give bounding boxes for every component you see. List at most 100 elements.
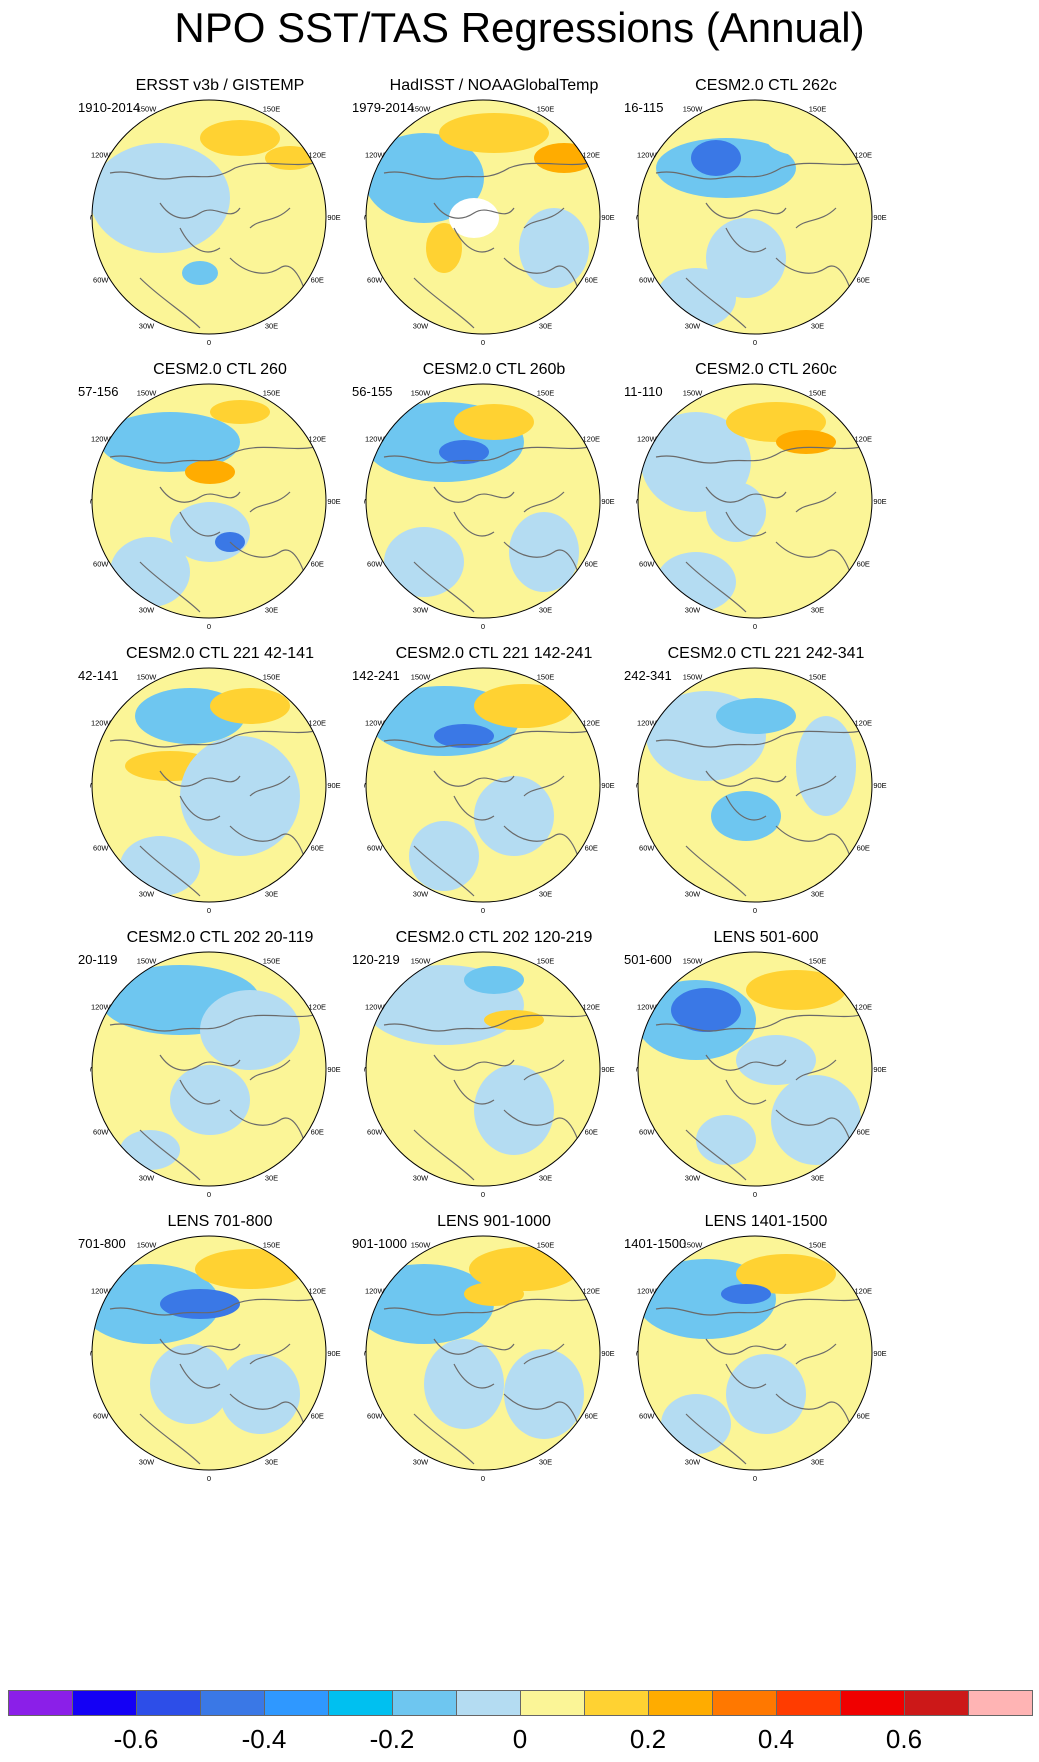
longitude-label: 120E bbox=[854, 719, 872, 728]
longitude-label: 60W bbox=[639, 276, 655, 285]
longitude-label: 30W bbox=[139, 605, 155, 614]
colorbar-swatch bbox=[968, 1690, 1033, 1716]
map-panel: HadISST / NOAAGlobalTemp180150E120E90E60… bbox=[344, 76, 664, 376]
map-border bbox=[637, 1235, 873, 1471]
polar-map: 180150E120E90E60E30E030W60W90W120W150W bbox=[90, 383, 341, 631]
colorbar-label: 0.4 bbox=[757, 1724, 795, 1754]
polar-map: 180150E120E90E60E30E030W60W90W120W150W bbox=[364, 667, 615, 915]
polar-map: 180150E120E90E60E30E030W60W90W120W150W bbox=[636, 951, 887, 1199]
longitude-label: 0 bbox=[207, 1190, 211, 1199]
longitude-label: 120W bbox=[637, 1287, 658, 1296]
panel-title: LENS 901-1000 bbox=[437, 1213, 551, 1230]
longitude-label: 90E bbox=[873, 781, 886, 790]
longitude-label: 90E bbox=[873, 213, 886, 222]
longitude-label: 60W bbox=[93, 276, 109, 285]
period-label: 701-800 bbox=[78, 1236, 126, 1251]
colorbar-swatch bbox=[200, 1690, 265, 1716]
longitude-label: 150E bbox=[263, 105, 281, 114]
anomaly-region bbox=[100, 412, 240, 472]
longitude-label: 0 bbox=[481, 906, 485, 915]
colorbar-swatch bbox=[584, 1690, 649, 1716]
longitude-label: 30E bbox=[265, 1173, 278, 1182]
period-label: 1910-2014 bbox=[78, 100, 141, 115]
longitude-label: 120E bbox=[582, 719, 600, 728]
longitude-label: 90E bbox=[327, 497, 340, 506]
anomaly-region bbox=[706, 482, 766, 542]
longitude-label: 150W bbox=[137, 389, 158, 398]
longitude-label: 150W bbox=[137, 673, 158, 682]
coastline bbox=[655, 162, 862, 329]
longitude-label: 150W bbox=[137, 957, 158, 966]
longitude-label: 120E bbox=[582, 1003, 600, 1012]
anomaly-region bbox=[200, 990, 300, 1070]
longitude-label: 30W bbox=[685, 321, 701, 330]
longitude-label: 90E bbox=[327, 1065, 340, 1074]
map-border bbox=[637, 667, 873, 903]
longitude-label: 120W bbox=[637, 435, 658, 444]
longitude-label: 90W bbox=[90, 781, 93, 790]
coastline bbox=[655, 730, 862, 897]
longitude-label: 60E bbox=[311, 844, 324, 853]
longitude-label: 60E bbox=[585, 276, 598, 285]
anomaly-region bbox=[195, 1249, 305, 1289]
longitude-label: 90W bbox=[90, 213, 93, 222]
polar-map: 180150E120E90E60E30E030W60W90W120W150W bbox=[90, 1235, 341, 1483]
longitude-label: 60W bbox=[367, 276, 383, 285]
anomaly-region bbox=[771, 1075, 861, 1165]
map-panel: LENS 901-1000180150E120E90E60E30E030W60W… bbox=[344, 1212, 664, 1512]
longitude-label: 0 bbox=[207, 622, 211, 631]
longitude-label: 150W bbox=[683, 1241, 704, 1250]
coastline bbox=[109, 1298, 316, 1465]
map-panel: CESM2.0 CTL 260c180150E120E90E60E30E030W… bbox=[616, 360, 936, 660]
colorbar-swatch bbox=[776, 1690, 841, 1716]
anomaly-region bbox=[160, 1289, 240, 1319]
map-border bbox=[365, 383, 601, 619]
longitude-label: 60E bbox=[585, 844, 598, 853]
map-border bbox=[637, 99, 873, 335]
coastline bbox=[655, 446, 862, 613]
longitude-label: 30E bbox=[811, 605, 824, 614]
longitude-label: 30E bbox=[265, 605, 278, 614]
longitude-label: 60W bbox=[93, 844, 109, 853]
longitude-label: 90W bbox=[90, 497, 93, 506]
longitude-label: 120W bbox=[637, 151, 658, 160]
longitude-label: 150E bbox=[263, 389, 281, 398]
map-border bbox=[365, 667, 601, 903]
polar-map: 180150E120E90E60E30E030W60W90W120W150W bbox=[364, 1235, 615, 1483]
longitude-label: 150W bbox=[411, 673, 432, 682]
map-panel: CESM2.0 CTL 260180150E120E90E60E30E030W6… bbox=[70, 360, 390, 660]
anomaly-region bbox=[766, 120, 846, 156]
map-border bbox=[91, 383, 327, 619]
period-label: 501-600 bbox=[624, 952, 672, 967]
longitude-label: 60E bbox=[857, 1412, 870, 1421]
longitude-label: 90W bbox=[364, 213, 367, 222]
longitude-label: 150E bbox=[809, 957, 827, 966]
longitude-label: 150W bbox=[683, 389, 704, 398]
longitude-label: 60W bbox=[367, 844, 383, 853]
coastline bbox=[109, 1014, 316, 1181]
anomaly-region bbox=[424, 1339, 504, 1429]
figure-title: NPO SST/TAS Regressions (Annual) bbox=[174, 4, 865, 51]
longitude-label: 150E bbox=[537, 1241, 555, 1250]
longitude-label: 150W bbox=[683, 105, 704, 114]
longitude-label: 60E bbox=[857, 560, 870, 569]
longitude-label: 30E bbox=[539, 1457, 552, 1466]
longitude-label: 0 bbox=[481, 1474, 485, 1483]
longitude-label: 60E bbox=[857, 1128, 870, 1137]
longitude-label: 60E bbox=[857, 276, 870, 285]
panel-title: ERSST v3b / GISTEMP bbox=[135, 77, 305, 94]
longitude-label: 30E bbox=[811, 1173, 824, 1182]
anomaly-region bbox=[464, 966, 524, 994]
longitude-label: 90E bbox=[601, 213, 614, 222]
longitude-label: 120E bbox=[582, 435, 600, 444]
map-panel: LENS 1401-1500180150E120E90E60E30E030W60… bbox=[616, 1212, 936, 1512]
colorbar-label: -0.4 bbox=[241, 1724, 287, 1754]
longitude-label: 120E bbox=[308, 151, 326, 160]
anomaly-region bbox=[200, 120, 280, 156]
coastline bbox=[383, 730, 590, 897]
longitude-label: 30E bbox=[811, 321, 824, 330]
period-label: 56-155 bbox=[352, 384, 393, 399]
longitude-label: 120W bbox=[637, 1003, 658, 1012]
longitude-label: 150W bbox=[683, 673, 704, 682]
polar-map: 180150E120E90E60E30E030W60W90W120W150W bbox=[636, 99, 887, 347]
